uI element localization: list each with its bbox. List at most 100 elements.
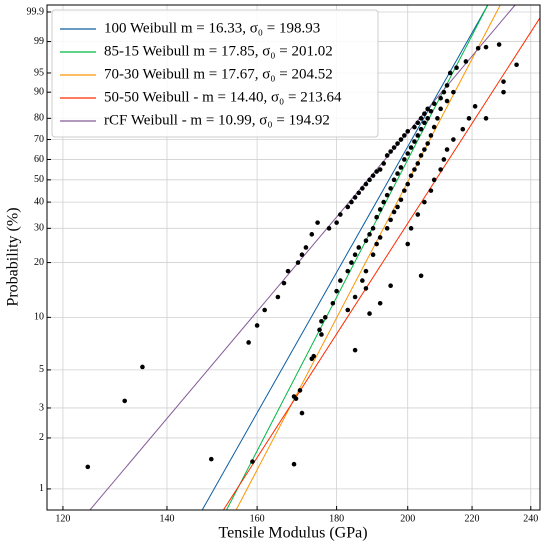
fit-line [235,4,501,511]
data-point [345,204,351,210]
data-point [356,190,362,196]
data-point [466,116,472,121]
y-tick-label: 2 [39,432,44,443]
data-point [405,129,411,134]
data-point [418,116,424,121]
y-tick-label: 80 [34,113,44,124]
legend: 100 Weibull m = 16.33, σ₀ = 198.93 85-15 … [60,20,342,128]
y-tick-label: 60 [34,154,44,165]
data-point [398,197,404,203]
data-point [435,116,440,121]
data-point [250,459,255,464]
legend-label: 85-15 Weibull m = 17.85, σ₀ = 201.02 [104,43,333,59]
data-point [377,167,383,172]
data-point [246,340,251,345]
data-point [418,153,424,158]
data-point [441,89,447,95]
data-point [363,268,369,274]
data-point [391,145,397,150]
legend-label: 70-30 Weibull m = 17.67, σ₀ = 204.52 [104,66,333,82]
data-point [431,101,437,107]
x-tick-label: 180 [329,513,344,524]
data-point [352,347,358,353]
data-point [444,98,450,104]
data-point [352,195,358,200]
data-point [425,106,430,112]
x-tick-label: 240 [523,513,538,524]
data-point [496,42,502,47]
y-tick-label: 1 [39,483,44,494]
data-point [295,260,301,265]
data-point [315,220,320,225]
fit-line [201,4,489,511]
data-point [441,157,447,162]
data-point [475,46,481,51]
data-point [299,252,305,258]
data-point [367,232,372,237]
y-tick-label: 5 [39,364,44,375]
x-axis-label: Tensile Modulus (GPa) [218,525,367,542]
data-point [291,461,297,467]
data-point [370,173,376,178]
data-point [360,278,365,283]
data-point [408,226,414,231]
x-tick-label: 200 [400,513,415,524]
data-point [422,199,427,205]
data-point [395,204,400,210]
legend-label: rCF Weibull - m = 10.99, σ₀ = 194.92 [104,112,330,128]
fit-line [222,17,541,511]
data-point [395,141,400,146]
data-point [463,59,469,64]
data-point [460,126,466,132]
data-point [418,273,424,279]
data-point [405,151,411,156]
data-point [425,116,430,121]
data-point [444,83,450,88]
data-point [330,300,336,306]
data-point [349,199,354,205]
data-point [388,283,393,289]
y-tick-label: 95 [34,67,44,78]
y-tick-label: 20 [34,257,44,268]
data-point [285,268,291,274]
data-point [377,300,383,306]
data-point [349,260,354,265]
data-point [415,212,421,217]
data-point [412,139,417,144]
x-tick-label: 160 [250,513,265,524]
data-point [122,398,128,404]
data-point [345,268,351,274]
data-point [422,111,427,117]
data-point [356,245,362,250]
y-axis-label: Probability (%) [5,207,22,306]
data-point [402,188,407,193]
grid [47,5,540,510]
data-point [338,278,343,283]
data-point [334,220,339,225]
data-point [415,133,421,138]
y-tick-label: 90 [34,86,44,97]
data-point [311,353,317,359]
data-point [334,288,339,294]
legend-label: 50-50 Weibull - m = 14.40, σ₀ = 213.64 [104,89,342,105]
data-point [402,133,407,138]
data-point [388,217,393,223]
y-tick-label: 99 [34,36,44,47]
data-point [370,226,376,231]
data-point [303,245,309,250]
data-point [322,315,328,320]
data-point [422,147,427,152]
data-point [374,241,379,247]
data-point [405,241,411,247]
data-point [338,212,343,217]
data-point [402,157,407,162]
data-point [415,120,421,126]
data-point [483,44,489,50]
data-point [408,145,414,150]
data-point [262,307,267,313]
data-point [428,109,434,114]
data-point [431,124,437,130]
data-point [398,165,404,170]
data-point [140,364,145,370]
x-tick-label: 220 [465,513,480,524]
